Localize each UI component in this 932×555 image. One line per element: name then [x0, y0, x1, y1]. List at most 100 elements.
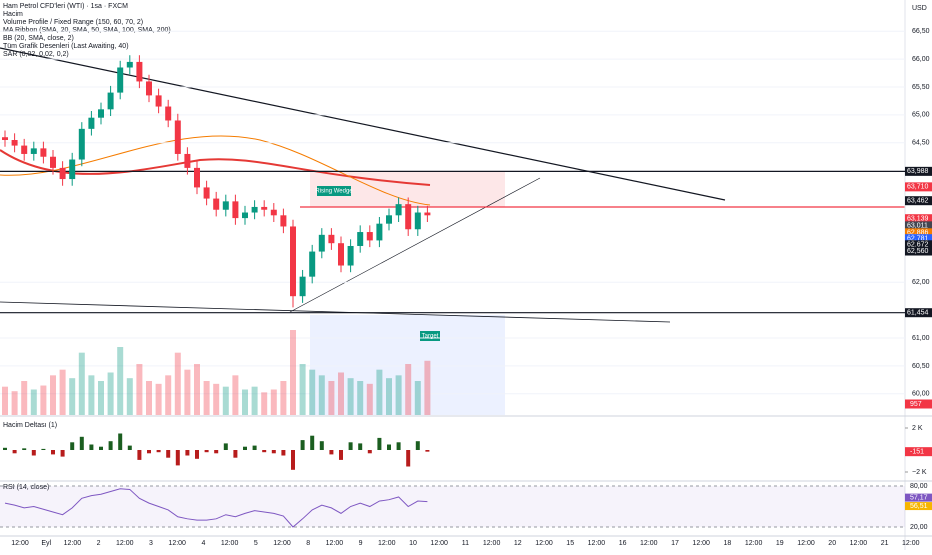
delta-bar [415, 441, 420, 451]
target-zone [310, 315, 505, 415]
volume-bar [2, 386, 8, 415]
delta-bar [127, 445, 132, 451]
volume-bar [213, 383, 220, 415]
candle-body [222, 201, 229, 210]
x-tick-label: 4 [201, 540, 205, 547]
x-tick-label: 12:00 [588, 540, 606, 547]
candle-body [203, 187, 210, 199]
price-tag-label: 62,886 [907, 230, 929, 237]
candle-body [146, 81, 152, 96]
volume-bar [11, 391, 18, 415]
candle-body [414, 212, 421, 230]
x-tick-label: 12:00 [273, 540, 291, 547]
volume-bar [261, 392, 268, 415]
x-tick-label: 12:00 [64, 540, 82, 547]
x-tick-label: 12:00 [850, 540, 868, 547]
candle-body [117, 67, 124, 93]
y-tick-label: 60,50 [912, 363, 930, 370]
candle-body [11, 140, 18, 146]
candle-body [50, 156, 56, 168]
delta-bar [262, 450, 267, 453]
volume-bar [174, 352, 181, 415]
volume-bar [98, 381, 104, 415]
candle-body [338, 243, 344, 266]
x-tick-label: 9 [359, 540, 363, 547]
x-tick-label: 12:00 [745, 540, 763, 547]
candle-body [78, 128, 85, 160]
rsi-tag-label: 56,51 [910, 503, 928, 510]
volume-bar [318, 375, 325, 415]
y-tick-label: 65,00 [912, 112, 930, 119]
volume-tag-label: 957 [910, 401, 922, 408]
delta-bar [204, 450, 209, 453]
candle-body [299, 276, 306, 297]
candle-body [2, 137, 8, 141]
price-tag [905, 214, 932, 224]
volume-bar [309, 369, 316, 415]
volume-bar [299, 364, 306, 415]
delta-bar [214, 450, 219, 454]
y-tick-label: 64,50 [912, 140, 930, 147]
delta-bar [377, 437, 382, 451]
volume-bar [50, 375, 56, 415]
y-tick-label: 20,00 [910, 524, 928, 531]
annotation-box [317, 186, 351, 196]
candle-body [261, 206, 268, 210]
volume-bar [165, 375, 172, 415]
candle-body [405, 204, 412, 230]
volume-bar [194, 364, 200, 415]
candle-body [386, 215, 392, 224]
price-tag [905, 221, 932, 231]
pane-title: Hacim Deltası (1) [3, 422, 57, 429]
x-tick-label: 8 [306, 540, 310, 547]
y-tick-label: 61,00 [912, 335, 930, 342]
candle-body [366, 232, 373, 241]
x-tick-label: 3 [149, 540, 153, 547]
x-tick-label: 12:00 [326, 540, 344, 547]
volume-bar [366, 383, 373, 415]
delta-bar [79, 436, 84, 451]
delta-bar [339, 450, 343, 460]
delta-bar [406, 450, 411, 467]
price-tag [905, 240, 932, 250]
candle-body [290, 226, 296, 297]
delta-bar [319, 441, 324, 451]
volume-bar [386, 378, 392, 415]
rsi-tag-label: 57,17 [910, 494, 928, 501]
candle-body [59, 167, 66, 180]
volume-bar [88, 375, 95, 415]
delta-bar [195, 450, 199, 459]
rsi-line [4, 488, 428, 528]
delta-bar [425, 450, 430, 452]
indicator-label: MA Ribbon (SMA, 20, SMA, 50, SMA, 100, S… [3, 27, 171, 34]
y-tick-label: 60,00 [912, 391, 930, 398]
price-tag [905, 228, 932, 238]
delta-bar [291, 450, 295, 470]
x-tick-label: 15 [566, 540, 574, 547]
x-tick-label: 12:00 [640, 540, 658, 547]
volume-bar [232, 375, 239, 415]
x-tick-label: 21 [881, 540, 889, 547]
delta-bar [166, 450, 171, 458]
volume-bar [69, 378, 76, 415]
delta-bar [41, 448, 46, 451]
delta-tag [905, 447, 932, 457]
candle-body [347, 245, 354, 266]
volume-bar [78, 352, 85, 415]
annotation: Rising Wedge [315, 189, 353, 195]
volume-bar [376, 369, 383, 415]
x-tick-label: 18 [724, 540, 732, 547]
price-tag-label: 63,011 [907, 223, 928, 230]
delta-tag-label: -151 [910, 449, 924, 456]
indicator-label: SAR (0,02, 0,02, 0,2) [3, 51, 69, 58]
delta-bar [31, 450, 36, 456]
delta-bar [3, 447, 7, 451]
volume-bar [242, 389, 248, 415]
x-tick-label: Eyl [41, 540, 51, 547]
y-tick-label: 66,00 [912, 56, 930, 63]
candle-body [194, 167, 200, 188]
candle-body [328, 234, 335, 244]
volume-bar [357, 381, 364, 415]
